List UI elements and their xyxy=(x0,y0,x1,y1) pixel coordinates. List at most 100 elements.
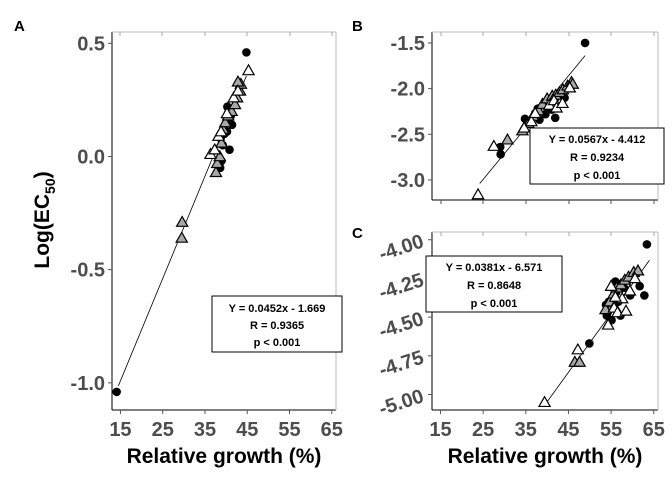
data-point-triangle-grey xyxy=(572,355,587,367)
y-tick-label: -1.0 xyxy=(71,373,105,395)
data-point-triangle-open xyxy=(623,284,637,296)
data-point-circle xyxy=(580,38,590,48)
panel-a-annotation-box xyxy=(211,295,343,353)
panel-c-points xyxy=(537,240,652,408)
data-point-circle xyxy=(242,48,251,57)
data-point-triangle-open xyxy=(608,290,622,302)
y-tick-label: -5.00 xyxy=(376,385,426,420)
data-point-triangle-open xyxy=(555,96,570,109)
panel-b-annotation: Y = 0.0567x - 4.412 R = 0.9234 p < 0.001 xyxy=(529,127,665,185)
y-tick-label: -3.0 xyxy=(391,170,425,192)
x-tick-label: 65 xyxy=(643,419,665,441)
data-point-triangle-open xyxy=(563,80,577,93)
x-tick-label: 25 xyxy=(152,419,174,441)
panel-a-annotation: Y = 0.0452x - 1.669 R = 0.9365 p < 0.001 xyxy=(211,295,343,353)
data-point-triangle-open xyxy=(208,142,222,155)
data-point-triangle-grey xyxy=(210,156,224,169)
panel-c-r-value: R = 0.8648 xyxy=(467,280,521,292)
data-point-triangle-grey xyxy=(500,132,515,145)
x-tick-label: 25 xyxy=(472,419,494,441)
panel-a-y-ticks: 0.5 0.0 -0.5 -1.0 xyxy=(71,33,112,395)
data-point-triangle-open xyxy=(487,139,501,151)
data-point-triangle-open xyxy=(604,279,618,291)
data-point-circle xyxy=(642,240,652,249)
data-point-triangle-open xyxy=(471,187,485,200)
panel-b-points xyxy=(471,38,590,200)
data-point-triangle-open xyxy=(571,342,585,355)
data-point-triangle-grey xyxy=(175,231,189,243)
panel-a: A 0.5 0.0 -0.5 -1.0 15 25 35 45 55 65 Y = 0.0452… xyxy=(14,18,343,468)
data-point-triangle-grey xyxy=(214,136,229,148)
panel-b-bottom-ticks xyxy=(440,200,655,204)
panel-b-p-value: p < 0.001 xyxy=(574,170,621,182)
data-point-triangle-grey xyxy=(218,115,232,128)
panel-b-letter: B xyxy=(352,18,363,35)
data-point-triangle-open xyxy=(517,121,531,133)
data-point-circle xyxy=(585,339,594,348)
panel-c-x-label: Relative growth (%) xyxy=(448,445,643,468)
panel-a-x-ticks: 15 25 35 45 55 65 xyxy=(109,410,343,441)
panel-c-x-ticks: 15 25 35 45 55 65 xyxy=(429,410,665,441)
y-tick-label: 0.0 xyxy=(77,146,105,168)
panel-a-equation: Y = 0.0452x - 1.669 xyxy=(229,303,326,315)
x-tick-label: 55 xyxy=(278,419,300,441)
panel-c-annotation-box xyxy=(425,255,563,313)
data-point-circle xyxy=(550,113,560,123)
data-point-triangle-grey xyxy=(228,97,242,110)
data-point-triangle-grey xyxy=(175,215,189,227)
panel-a-top-ticks xyxy=(119,32,333,36)
y-tick-label: -4.75 xyxy=(376,347,426,382)
y-tick-label: -2.0 xyxy=(391,79,425,101)
panel-b-r-value: R = 0.9234 xyxy=(570,152,625,164)
panel-b: B -1.5 -2.0 -2.5 -3.0 Y = 0.0567x - 4.412 xyxy=(352,18,665,204)
data-point-circle xyxy=(640,291,649,300)
data-point-triangle-open xyxy=(628,271,642,284)
y-tick-label: -4.25 xyxy=(376,269,426,304)
data-point-triangle-open xyxy=(214,124,228,137)
data-point-triangle-open xyxy=(537,395,552,408)
panel-b-annotation-box xyxy=(529,127,665,185)
y-tick-label: -4.00 xyxy=(376,231,426,266)
panel-b-equation: Y = 0.0567x - 4.412 xyxy=(549,134,646,146)
data-point-circle xyxy=(112,387,121,397)
panel-b-top-ticks xyxy=(440,32,655,36)
panel-c-equation: Y = 0.0381x - 6.571 xyxy=(446,262,543,274)
y-tick-label: 0.5 xyxy=(77,33,105,55)
data-point-triangle-grey xyxy=(209,165,223,178)
x-tick-label: 15 xyxy=(109,419,131,441)
panel-a-y-label: Log(EC50) xyxy=(31,171,58,268)
data-point-triangle-open xyxy=(241,63,256,76)
x-tick-label: 55 xyxy=(600,419,622,441)
panel-c-letter: C xyxy=(352,225,363,242)
panel-a-points xyxy=(112,48,256,397)
data-point-triangle-open xyxy=(528,106,542,119)
data-point-triangle-open xyxy=(601,318,615,330)
x-tick-label: 15 xyxy=(429,419,451,441)
y-tick-label: -1.5 xyxy=(391,33,425,55)
panel-c-top-ticks xyxy=(440,232,655,236)
regression-line xyxy=(544,260,650,405)
data-point-circle xyxy=(635,281,644,291)
data-point-triangle-open xyxy=(227,90,241,103)
data-point-triangle-grey xyxy=(213,149,227,162)
panel-b-y-ticks: -1.5 -2.0 -2.5 -3.0 xyxy=(391,33,432,192)
data-point-triangle-open xyxy=(524,114,538,127)
panel-c: C -4.00-4.25 -4.50 -4.75-5.00 15 25 35 45 55 65… xyxy=(352,225,665,468)
panel-a-r-value: R = 0.9365 xyxy=(250,320,304,332)
x-tick-label: 35 xyxy=(194,419,216,441)
data-point-circle xyxy=(496,150,505,159)
panel-c-fit xyxy=(544,260,650,405)
x-tick-label: 45 xyxy=(557,419,579,441)
x-tick-label: 35 xyxy=(515,419,537,441)
y-tick-label: -2.5 xyxy=(391,124,425,146)
data-point-triangle-open xyxy=(619,304,633,316)
data-point-triangle-open xyxy=(220,106,234,119)
x-tick-label: 65 xyxy=(321,419,343,441)
panel-c-p-value: p < 0.001 xyxy=(471,298,518,310)
panel-a-p-value: p < 0.001 xyxy=(254,337,301,349)
x-tick-label: 45 xyxy=(236,419,258,441)
y-tick-label: -0.5 xyxy=(71,260,105,282)
panel-c-annotation: Y = 0.0381x - 6.571 R = 0.8648 p < 0.001 xyxy=(425,255,563,313)
data-point-triangle-open xyxy=(231,84,245,96)
